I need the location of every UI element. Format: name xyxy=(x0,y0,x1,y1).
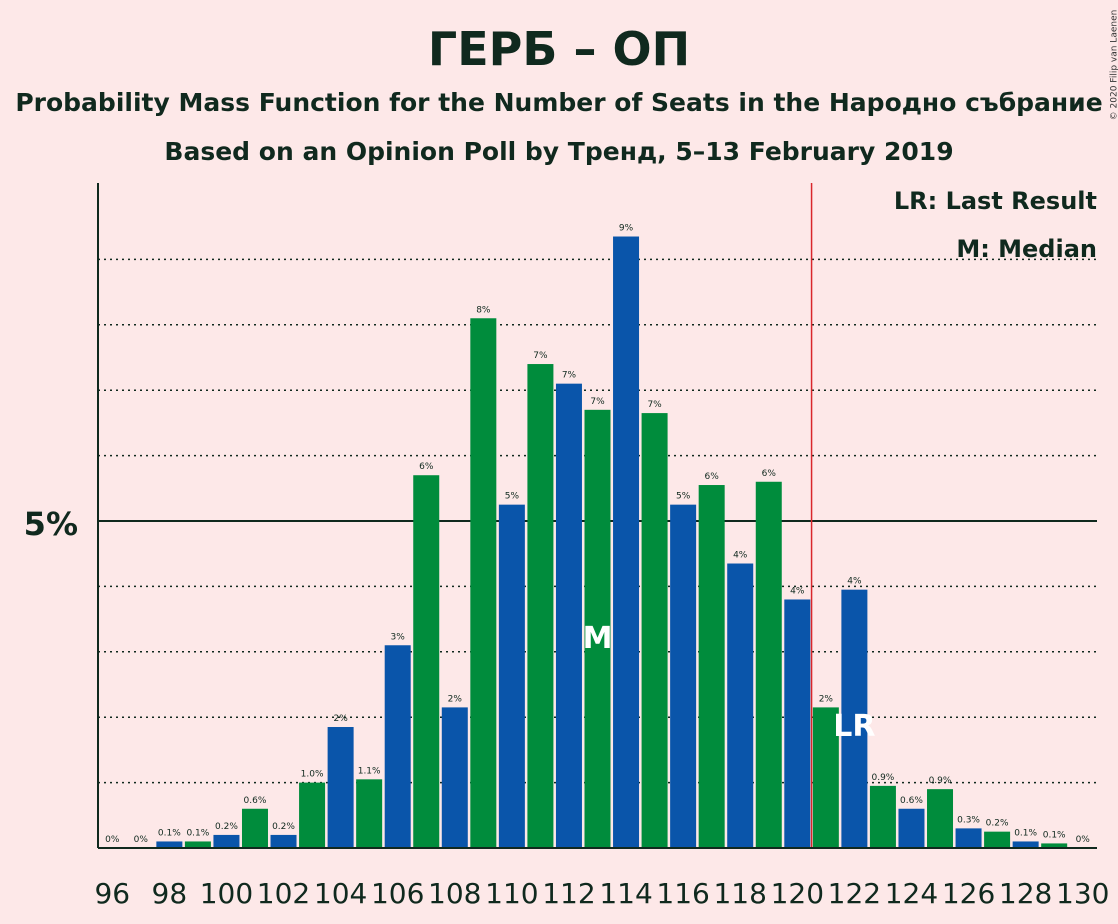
data-label-105: 1.1% xyxy=(358,766,381,776)
x-tick-104: 104 xyxy=(314,877,367,910)
data-label-109: 8% xyxy=(476,305,491,315)
x-tick-98: 98 xyxy=(152,877,188,910)
data-label-117: 6% xyxy=(705,472,720,482)
bar-108 xyxy=(441,707,468,848)
data-label-120: 4% xyxy=(790,586,805,596)
data-label-126: 0.3% xyxy=(957,815,980,825)
bar-114 xyxy=(613,236,640,848)
data-label-113: 7% xyxy=(590,397,605,407)
bar-106 xyxy=(384,645,411,848)
data-label-114: 9% xyxy=(619,224,634,234)
bar-101 xyxy=(241,808,268,848)
data-label-111: 7% xyxy=(533,351,548,361)
bar-120 xyxy=(784,599,811,848)
bar-113 xyxy=(584,409,611,848)
bar-98 xyxy=(156,841,183,848)
x-tick-122: 122 xyxy=(828,877,881,910)
bar-127 xyxy=(984,831,1011,848)
data-label-128: 0.1% xyxy=(1014,828,1037,838)
last-result-marker: LR xyxy=(833,709,875,744)
bar-105 xyxy=(356,779,383,848)
bar-116 xyxy=(670,504,697,848)
data-label-97: 0% xyxy=(134,835,149,845)
bar-129 xyxy=(1041,843,1068,848)
data-label-108: 2% xyxy=(448,694,463,704)
x-tick-124: 124 xyxy=(885,877,938,910)
x-tick-108: 108 xyxy=(428,877,481,910)
y-tick-label: 5% xyxy=(24,505,78,543)
median-marker: M xyxy=(583,621,613,656)
bar-112 xyxy=(555,383,582,848)
bar-104 xyxy=(327,727,354,848)
data-label-104: 2% xyxy=(333,714,348,724)
legend-median: M: Median xyxy=(956,235,1097,263)
bar-110 xyxy=(498,504,525,848)
data-label-98: 0.1% xyxy=(158,828,181,838)
data-label-96: 0% xyxy=(105,835,120,845)
x-tick-130: 130 xyxy=(1056,877,1109,910)
bar-99 xyxy=(184,841,211,848)
bar-119 xyxy=(755,481,782,848)
data-label-103: 1.0% xyxy=(301,770,324,780)
data-label-110: 5% xyxy=(505,492,520,502)
x-tick-102: 102 xyxy=(257,877,310,910)
bar-123 xyxy=(869,785,896,848)
data-label-115: 7% xyxy=(647,400,662,410)
x-tick-120: 120 xyxy=(771,877,824,910)
data-label-107: 6% xyxy=(419,462,434,472)
data-labels: 0% 0% 0.1% 0.1% 0.2% 0.6% 0.2% 1.0% 2% 1.1% 3% 6% 2%… xyxy=(105,224,1090,845)
chart-title: ГЕРБ – ОП xyxy=(427,22,691,76)
data-label-106: 3% xyxy=(391,632,406,642)
data-label-125: 0.9% xyxy=(929,776,952,786)
bar-118 xyxy=(727,563,754,848)
data-label-101: 0.6% xyxy=(244,796,267,806)
bar-126 xyxy=(955,828,982,848)
bar-102 xyxy=(270,834,297,848)
chart-subtitle-2: Based on an Opinion Poll by Тренд, 5–13 … xyxy=(164,137,954,166)
data-label-102: 0.2% xyxy=(272,822,295,832)
bars xyxy=(156,236,1068,848)
bar-125 xyxy=(927,789,954,848)
bar-103 xyxy=(299,782,326,848)
x-tick-96: 96 xyxy=(94,877,130,910)
data-label-123: 0.9% xyxy=(871,773,894,783)
data-label-119: 6% xyxy=(762,469,777,479)
data-label-127: 0.2% xyxy=(986,819,1009,829)
data-label-129: 0.1% xyxy=(1043,830,1066,840)
data-label-112: 7% xyxy=(562,371,577,381)
bar-128 xyxy=(1012,841,1039,848)
axes: 5% xyxy=(24,183,1097,849)
bar-107 xyxy=(413,475,440,848)
data-label-99: 0.1% xyxy=(186,828,209,838)
x-tick-110: 110 xyxy=(485,877,538,910)
x-tick-128: 128 xyxy=(999,877,1052,910)
data-label-124: 0.6% xyxy=(900,796,923,806)
x-tick-114: 114 xyxy=(599,877,652,910)
chart-subtitle: Probability Mass Function for the Number… xyxy=(15,88,1103,117)
bar-124 xyxy=(898,808,925,848)
x-tick-118: 118 xyxy=(713,877,766,910)
x-tick-labels: 96 98 100 102 104 106 108 110 112 114 116 118 120 122… xyxy=(94,877,1109,910)
bar-117 xyxy=(698,485,725,848)
x-tick-100: 100 xyxy=(200,877,253,910)
data-label-130: 0% xyxy=(1076,835,1091,845)
x-tick-126: 126 xyxy=(942,877,995,910)
data-label-118: 4% xyxy=(733,551,748,561)
x-tick-106: 106 xyxy=(371,877,424,910)
bar-122 xyxy=(841,589,868,848)
legend: LR: Last Result M: Median xyxy=(894,187,1097,263)
legend-last-result: LR: Last Result xyxy=(894,187,1097,215)
x-tick-116: 116 xyxy=(656,877,709,910)
bar-109 xyxy=(470,318,497,848)
data-label-116: 5% xyxy=(676,492,691,502)
data-label-100: 0.2% xyxy=(215,822,238,832)
data-label-121: 2% xyxy=(819,694,834,704)
data-label-122: 4% xyxy=(847,577,862,587)
bar-100 xyxy=(213,834,240,848)
bar-121 xyxy=(812,707,839,848)
bar-115 xyxy=(641,413,668,848)
x-tick-112: 112 xyxy=(542,877,595,910)
bar-111 xyxy=(527,364,554,848)
